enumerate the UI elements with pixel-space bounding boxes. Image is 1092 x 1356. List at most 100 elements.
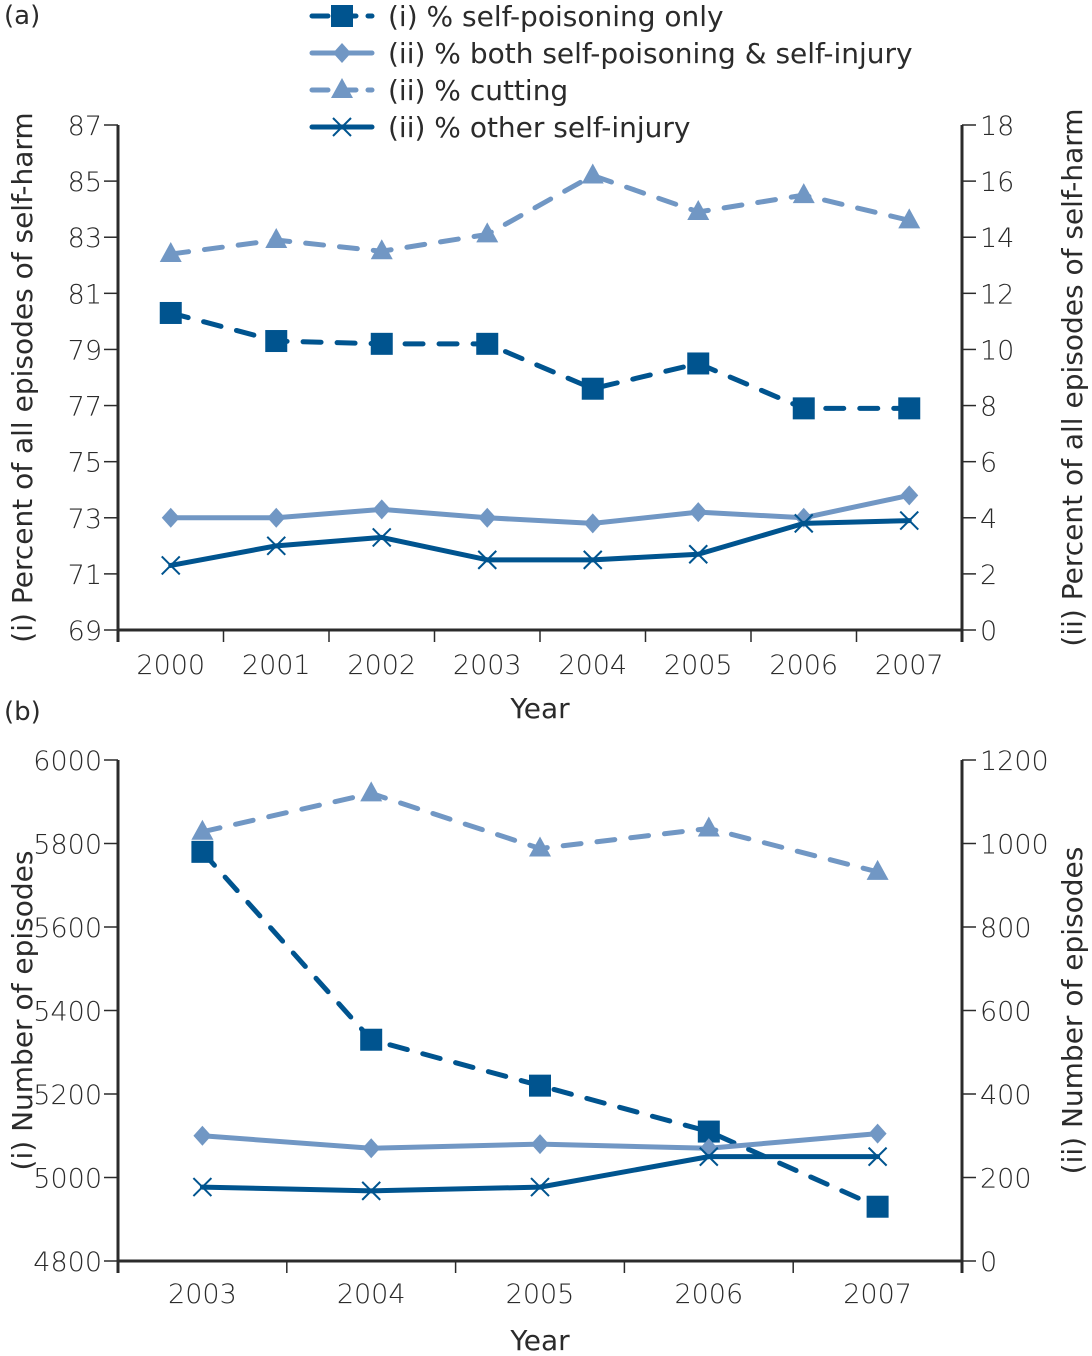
legend-marker-cross-stroke — [332, 117, 352, 137]
left-y-tick-label: 5200 — [33, 1080, 102, 1111]
x-tick-label: 2000 — [136, 650, 205, 681]
legend-label: (i) % self-poisoning only — [388, 0, 724, 33]
right-y-tick-label: 800 — [980, 913, 1032, 944]
right-y-tick-label: 1200 — [980, 746, 1049, 777]
left-y-tick-label: 85 — [68, 167, 102, 198]
right-y-tick-label: 1000 — [980, 830, 1049, 861]
right-y-axis-title: (ii) Number of episodes — [1056, 847, 1089, 1175]
data-point-cross — [361, 1181, 381, 1201]
panel-a-chart: (a) 69 71 73 75 77 79 81 83 85 87 0 2 4 6 8 10 12 14 16 18 20… — [4, 1, 1089, 725]
data-point-square — [265, 330, 288, 353]
data-point-triangle — [687, 199, 710, 220]
data-point-triangle — [360, 781, 383, 802]
data-point-cross — [699, 1146, 719, 1167]
data-point-triangle — [191, 819, 214, 840]
left-y-tick-label: 81 — [68, 279, 102, 310]
data-point-square — [529, 1074, 551, 1097]
data-point-cross — [867, 1146, 888, 1167]
x-tick-label: 2003 — [453, 650, 522, 681]
data-point-diamond — [583, 513, 602, 534]
data-point-diamond — [868, 1123, 887, 1144]
data-point-square — [687, 352, 710, 375]
legend-marker-cross — [332, 117, 352, 137]
left-y-axis-title: (i) Number of episodes — [6, 851, 39, 1171]
legend-item: (ii) % cutting — [309, 74, 568, 107]
x-tick-label: 2003 — [168, 1279, 237, 1310]
series-square — [191, 840, 889, 1218]
x-tick-label: 2004 — [558, 650, 627, 681]
series-cross — [192, 1146, 888, 1201]
x-tick-label: 2006 — [674, 1279, 743, 1310]
data-point-cross — [266, 536, 286, 556]
data-point-square — [697, 1120, 720, 1143]
right-y-tick-label: 10 — [980, 335, 1014, 366]
data-point-cross-stroke — [192, 1177, 213, 1197]
right-y-axis-title: (ii) Percent of all episodes of self-har… — [1056, 108, 1089, 646]
right-y-tick-label: 0 — [980, 1247, 997, 1278]
data-point-square — [866, 1195, 889, 1218]
series-line — [168, 518, 912, 568]
data-point-diamond — [531, 1134, 549, 1155]
right-y-tick-label: 200 — [980, 1164, 1032, 1195]
data-point-triangle — [898, 208, 921, 229]
panel-label: (b) — [4, 697, 41, 727]
right-y-tick-label: 12 — [980, 279, 1014, 310]
data-point-cross-stroke — [477, 550, 497, 570]
data-point-triangle — [529, 836, 551, 857]
legend-label: (ii) % other self-injury — [388, 111, 690, 144]
data-point-diamond — [161, 507, 180, 528]
left-y-tick-label: 5800 — [33, 830, 102, 861]
data-point-square — [581, 377, 604, 400]
x-tick-label: 2001 — [242, 650, 311, 681]
data-point-cross-stroke — [899, 510, 919, 531]
panel-label: (a) — [4, 1, 40, 31]
series-line — [168, 173, 912, 257]
left-y-tick-label: 4800 — [33, 1247, 102, 1278]
x-tick-label: 2002 — [347, 650, 416, 681]
data-point-cross — [688, 544, 708, 564]
x-tick-label: 2004 — [337, 1279, 406, 1310]
data-point-diamond — [689, 502, 708, 523]
data-point-cross-stroke — [688, 544, 708, 564]
data-point-triangle — [265, 228, 288, 249]
right-y-tick-label: 8 — [980, 392, 997, 423]
data-point-cross — [794, 513, 814, 534]
left-y-tick-label: 87 — [68, 111, 102, 142]
x-axis-title: Year — [509, 1324, 570, 1356]
data-point-diamond — [372, 499, 391, 520]
left-y-tick-label: 71 — [68, 560, 102, 591]
left-y-tick-label: 79 — [68, 335, 102, 366]
legend-label: (ii) % both self-poisoning & self-injury — [388, 37, 913, 70]
data-point-cross — [161, 555, 181, 576]
data-point-cross-stroke — [266, 536, 286, 556]
x-tick-label: 2006 — [769, 650, 838, 681]
data-point-triangle — [159, 242, 182, 263]
data-point-square — [191, 840, 214, 863]
series-diamond — [161, 485, 919, 534]
x-tick-label: 2005 — [506, 1279, 575, 1310]
legend: (i) % self-poisoning only (ii) % both sel… — [309, 0, 913, 144]
data-point-cross-stroke — [161, 555, 181, 576]
legend-marker-diamond — [333, 43, 351, 63]
data-point-cross — [583, 550, 603, 570]
data-point-square — [159, 301, 182, 324]
legend-marker-triangle — [331, 78, 353, 98]
left-y-tick-label: 5400 — [33, 997, 102, 1028]
right-y-tick-label: 16 — [980, 167, 1014, 198]
series-triangle — [191, 781, 889, 880]
data-point-cross — [192, 1177, 213, 1197]
series-line — [168, 492, 912, 526]
legend-marker-square — [331, 5, 353, 27]
data-point-diamond — [900, 485, 919, 506]
data-point-cross-stroke — [699, 1146, 719, 1167]
data-point-cross — [530, 1177, 550, 1197]
left-y-tick-label: 73 — [68, 504, 102, 535]
legend-item: (ii) % other self-injury — [309, 111, 690, 144]
data-point-cross-stroke — [794, 513, 814, 534]
data-point-triangle — [581, 163, 604, 184]
series-cross — [161, 510, 919, 576]
data-point-cross — [477, 550, 497, 570]
legend-label: (ii) % cutting — [388, 74, 568, 107]
series-line — [199, 790, 881, 875]
